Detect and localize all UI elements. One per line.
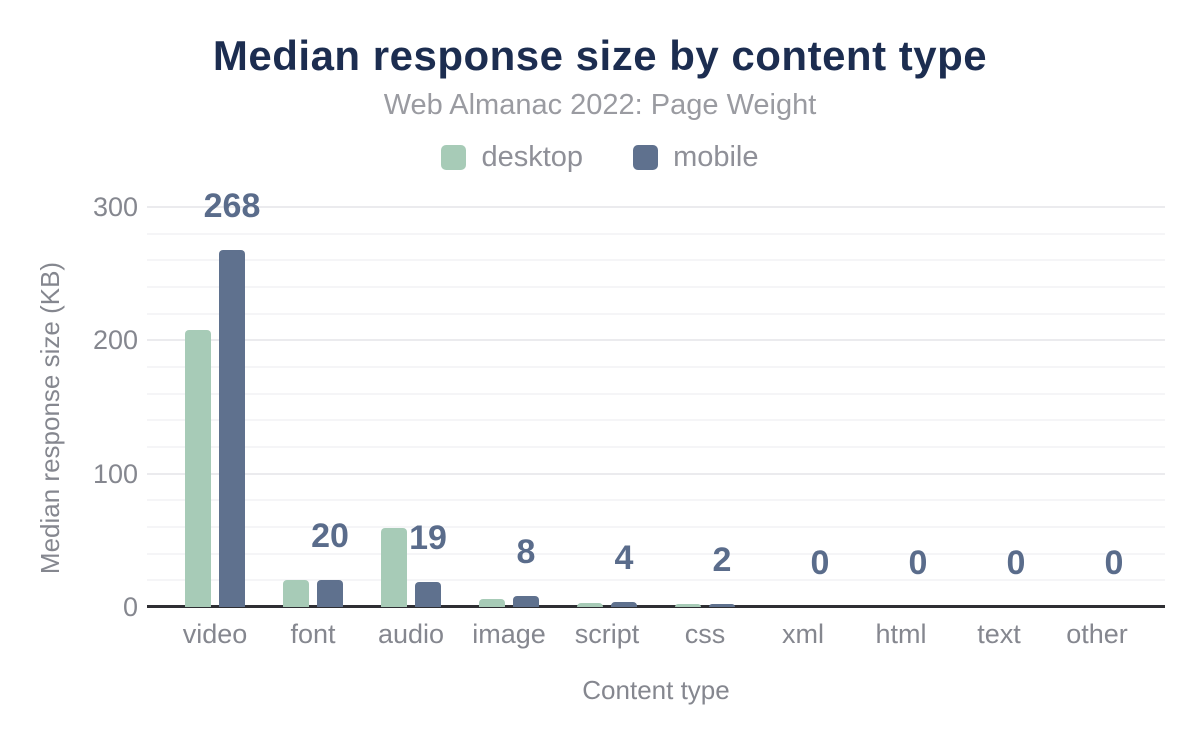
legend-label-desktop: desktop <box>481 141 584 173</box>
bar-value-label-xml: 0 <box>810 544 830 582</box>
x-axis-title: Content type <box>582 675 730 705</box>
category-label-font: font <box>290 619 336 649</box>
legend-swatch-desktop <box>441 144 467 170</box>
bar-desktop-audio <box>381 528 407 607</box>
legend-item-mobile: mobile <box>633 141 759 173</box>
bar-value-label-other: 0 <box>1104 544 1124 582</box>
gridline-20 <box>147 579 1165 582</box>
bar-value-label-css: 2 <box>712 541 732 580</box>
legend: desktop mobile <box>0 142 1200 172</box>
gridline-40 <box>147 552 1165 555</box>
bar-value-label-html: 0 <box>908 544 928 582</box>
bar-value-label-image: 8 <box>516 533 536 572</box>
bar-value-label-audio: 19 <box>409 518 447 557</box>
bar-mobile-audio <box>415 581 441 607</box>
category-label-image: image <box>472 619 546 649</box>
gridline-80 <box>147 499 1165 502</box>
gridline-240 <box>147 286 1165 288</box>
gridline-120 <box>147 446 1165 448</box>
legend-item-desktop: desktop <box>441 142 583 172</box>
gridline-100 <box>147 472 1165 475</box>
bar-mobile-image <box>513 596 539 607</box>
category-label-xml: xml <box>782 619 824 649</box>
gridline-260 <box>147 259 1165 262</box>
bar-mobile-font <box>317 580 343 607</box>
gridline-140 <box>147 419 1165 422</box>
legend-swatch-mobile <box>633 144 659 170</box>
bar-desktop-script <box>577 603 603 607</box>
bar-value-label-video: 268 <box>203 186 261 225</box>
bar-desktop-css <box>675 604 701 607</box>
bar-value-label-script: 4 <box>614 538 634 577</box>
category-label-html: html <box>875 619 927 649</box>
category-label-video: video <box>182 619 248 649</box>
gridline-160 <box>147 392 1165 395</box>
y-tick-label-0: 0 <box>122 592 138 622</box>
bar-mobile-script <box>611 601 637 607</box>
y-tick-label-200: 200 <box>92 325 138 356</box>
chart-subtitle: Web Almanac 2022: Page Weight <box>383 89 817 121</box>
category-label-text: text <box>977 619 1021 649</box>
gridline-220 <box>147 312 1165 315</box>
bar-desktop-image <box>479 599 505 607</box>
category-label-script: script <box>574 619 640 649</box>
y-tick-label-100: 100 <box>92 458 138 489</box>
bar-mobile-css <box>709 604 735 607</box>
gridline-200 <box>147 339 1165 342</box>
gridline-60 <box>147 526 1165 528</box>
x-axis-line <box>147 605 1165 608</box>
gridline-280 <box>147 232 1165 235</box>
bar-value-label-text: 0 <box>1006 544 1026 582</box>
bar-desktop-video <box>185 329 211 607</box>
category-label-css: css <box>684 619 726 649</box>
y-tick-label-300: 300 <box>92 192 138 222</box>
legend-label-mobile: mobile <box>673 141 759 173</box>
gridline-300 <box>147 206 1165 208</box>
y-axis-title: Median response size (KB) <box>35 261 65 575</box>
bar-desktop-font <box>283 580 309 607</box>
bar-mobile-video <box>219 249 245 607</box>
bar-value-label-font: 20 <box>311 517 349 556</box>
category-label-other: other <box>1066 619 1128 649</box>
category-label-audio: audio <box>377 619 445 649</box>
gridline-180 <box>147 366 1165 368</box>
chart-title: Median response size by content type <box>212 32 988 79</box>
